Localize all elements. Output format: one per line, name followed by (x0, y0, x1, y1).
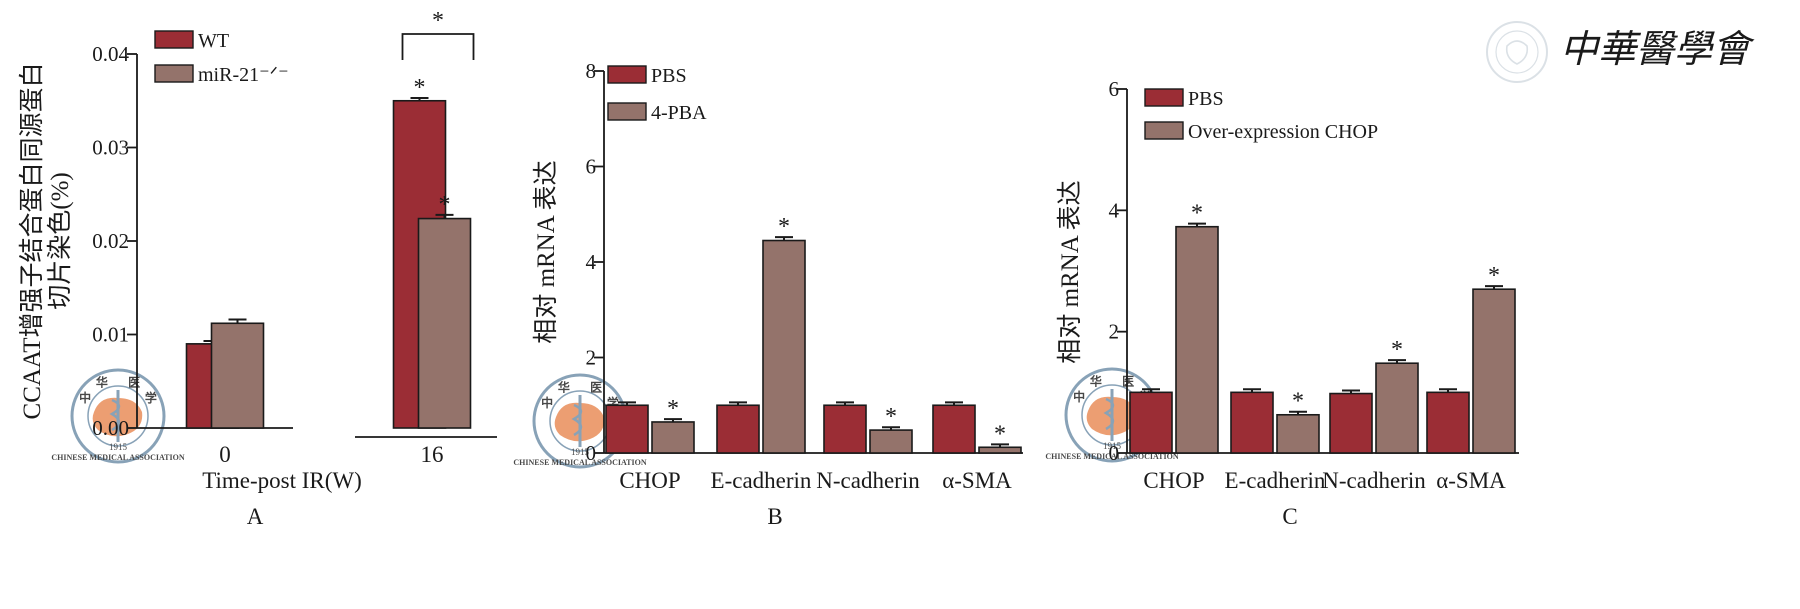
y-tick-label: 4 (586, 250, 597, 274)
x-axis-label: Time-post IR(W) (202, 468, 362, 493)
legend-label: WT (198, 30, 229, 52)
legend-swatch (154, 30, 194, 49)
legend-swatch (607, 102, 647, 121)
y-axis-label: CCAAT增强子结合蛋白同源蛋白 (18, 63, 46, 420)
significance-marker: * (885, 404, 897, 430)
bar-b-s0-c3 (932, 404, 976, 454)
seal-year: 1915 (109, 442, 128, 452)
x-category-label: α-SMA (942, 468, 1012, 493)
legend-label: 4-PBA (651, 102, 707, 124)
y-axis-label: 相对 mRNA 表达 (532, 160, 560, 343)
bar-b-s1-c1 (762, 239, 806, 454)
bar-c-s1-c3 (1472, 288, 1516, 454)
legend-swatch (607, 65, 647, 84)
seal-character: 华 (96, 375, 108, 390)
y-tick-label: 8 (586, 59, 597, 83)
bar-c-s0-c2 (1329, 392, 1373, 454)
bar-c-s1-c2 (1375, 362, 1419, 454)
legend-label: PBS (651, 65, 687, 87)
bar-c-s0-c3 (1426, 391, 1470, 454)
y-tick-label: 0.02 (92, 229, 129, 253)
y-tick-label: 4 (1109, 198, 1120, 222)
seal-label: CHINESE MEDICAL ASSOCIATION (513, 458, 646, 467)
chart-panel-b: 0 2 4 6 8 相对 mRNA 表达 * CHOP * E-cadherin * N-cadher… (532, 59, 1023, 529)
significance-marker: * (1488, 263, 1500, 289)
seal-character: 中 (79, 390, 91, 405)
seal-year: 1915 (1103, 441, 1122, 451)
x-category-label: CHOP (1143, 468, 1204, 493)
legend-swatch (1144, 121, 1184, 140)
x-category-label: N-cadherin (816, 468, 920, 493)
significance-marker: * (1292, 389, 1304, 415)
significance-marker: * (414, 75, 426, 101)
bar-c-s1-c0 (1175, 225, 1219, 454)
seal-character: 中 (1073, 389, 1085, 404)
bar-b-s1-c0 (651, 421, 695, 454)
y-tick-label: 6 (1109, 77, 1120, 101)
x-category-label: 0 (219, 442, 231, 467)
legend-swatch (1144, 88, 1184, 107)
legend-label: PBS (1188, 88, 1224, 110)
y-axis-label: 切片染色(%) (46, 172, 74, 309)
x-category-label: CHOP (619, 468, 680, 493)
significance-marker: * (994, 421, 1006, 447)
x-category-label: N-cadherin (1322, 468, 1426, 493)
chart-panel-a: 0.00 0.01 0.02 0.03 0.04 CCAAT增强子结合蛋白同源蛋白 切片染色… (18, 8, 497, 529)
bar-a-s1-c1 (417, 217, 472, 429)
seal-character: 中 (541, 395, 553, 410)
significance-marker: * (778, 214, 790, 240)
seal-character: 医 (128, 376, 140, 390)
panel-letter: B (767, 504, 782, 529)
bar-a-s1-c0 (210, 322, 265, 429)
y-tick-label: 0 (1109, 441, 1120, 465)
legend-swatch (154, 64, 194, 83)
seal-character: 华 (1090, 374, 1102, 389)
x-category-label: 16 (421, 442, 444, 467)
y-tick-label: 0.00 (92, 416, 129, 440)
bar-c-s0-c1 (1230, 391, 1274, 454)
y-tick-label: 6 (586, 155, 597, 179)
y-tick-label: 2 (586, 346, 597, 370)
bar-b-s1-c3 (978, 446, 1022, 454)
corner-watermark: 中華醫學會 (1486, 21, 1755, 83)
significance-marker: * (1191, 201, 1203, 227)
y-tick-label: 2 (1109, 320, 1120, 344)
y-tick-label: 0.03 (92, 136, 129, 160)
bracket-significance-marker: * (432, 8, 444, 34)
significance-marker: * (667, 396, 679, 422)
watermark-seal-icon (1486, 21, 1548, 83)
seal-label: CHINESE MEDICAL ASSOCIATION (51, 453, 184, 462)
seal-character: 华 (558, 380, 570, 395)
y-tick-label: 0.04 (92, 42, 129, 66)
panel-letter: C (1282, 504, 1297, 529)
bar-b-s1-c2 (869, 429, 913, 454)
bar-c-s1-c1 (1276, 413, 1320, 454)
significance-marker: * (1391, 337, 1403, 363)
x-category-label: α-SMA (1436, 468, 1506, 493)
seal-character: 医 (1122, 375, 1134, 389)
significance-bracket (401, 33, 475, 60)
significance-marker: * (439, 192, 451, 218)
seal-label: CHINESE MEDICAL ASSOCIATION (1045, 452, 1178, 461)
x-category-label: E-cadherin (1225, 468, 1326, 493)
y-tick-label: 0 (586, 441, 597, 465)
panel-letter: A (247, 504, 264, 529)
y-tick-label: 0.01 (92, 323, 129, 347)
bar-b-s0-c0 (605, 404, 649, 454)
seal-year: 1915 (571, 447, 590, 457)
legend-label: miR-21⁻ᐟ⁻ (198, 64, 289, 86)
charts-layer: 0.00 0.01 0.02 0.03 0.04 CCAAT增强子结合蛋白同源蛋白 切片染色… (18, 8, 1519, 529)
y-axis-label: 相对 mRNA 表达 (1056, 180, 1084, 363)
bar-b-s0-c1 (716, 404, 760, 454)
legend-label: Over-expression CHOP (1188, 121, 1378, 143)
bar-c-s0-c0 (1129, 391, 1173, 454)
bar-b-s0-c2 (823, 404, 867, 454)
chart-panel-c: 0 2 4 6 相对 mRNA 表达 * CHOP * E-cadherin * N-cadheri… (1056, 77, 1519, 529)
seal-character: 学 (145, 390, 157, 405)
seal-character: 医 (590, 381, 602, 395)
x-category-label: E-cadherin (711, 468, 812, 493)
watermark-text: 中華醫學會 (1560, 27, 1755, 71)
